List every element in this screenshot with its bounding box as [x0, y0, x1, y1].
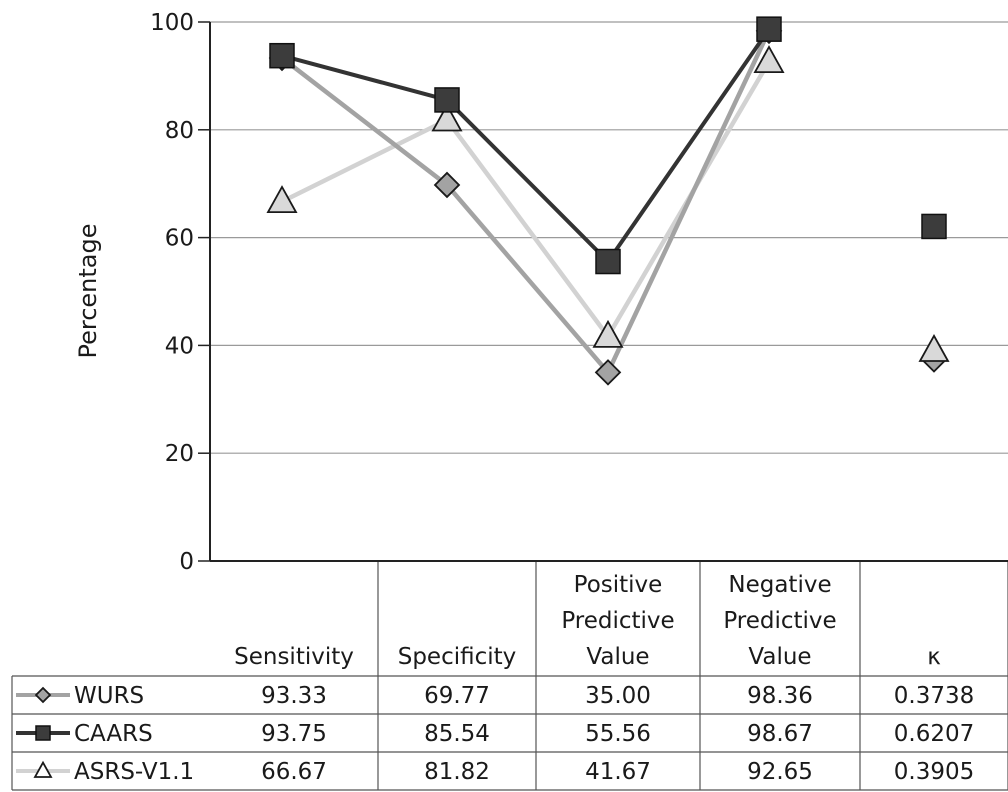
y-tick-label: 60	[165, 226, 194, 252]
table-cell-value: 0.3738	[894, 683, 974, 709]
table-cell-value: 41.67	[585, 759, 651, 785]
y-tick-label: 20	[165, 441, 194, 467]
series-line-wurs	[280, 29, 772, 377]
data-point-asrs-v1-1	[592, 319, 624, 348]
legend-label: CAARS	[74, 721, 153, 747]
y-tick-label: 0	[179, 549, 194, 575]
legend-label: WURS	[74, 683, 144, 709]
data-point-asrs-v1-1	[266, 185, 298, 214]
data-point-asrs-v1-1	[431, 103, 463, 132]
y-axis-label: Percentage	[74, 223, 102, 358]
data-point-caars	[269, 42, 295, 69]
x-category-label: Predictive	[561, 608, 674, 634]
x-category-label: Negative	[728, 572, 831, 598]
table-cell-value: 81.82	[424, 759, 490, 785]
y-tick-label: 40	[165, 333, 194, 359]
data-point-caars	[595, 248, 621, 275]
table-cell-value: 93.33	[261, 683, 327, 709]
y-tick-label: 80	[165, 118, 194, 144]
table-cell-value: 92.65	[747, 759, 813, 785]
legend-marker-caars	[35, 725, 51, 741]
legend-label: ASRS-V1.1	[74, 759, 194, 785]
data-point-wurs	[433, 171, 461, 199]
series-line-asrs-v1-1	[281, 60, 771, 341]
table-cell-value: 35.00	[585, 683, 651, 709]
x-category-label: Positive	[574, 572, 663, 598]
x-category-label: κ	[927, 644, 941, 670]
y-tick-label: 100	[150, 10, 194, 36]
table-cell-value: 55.56	[585, 721, 651, 747]
series-line-caars	[281, 28, 771, 265]
table-cell-value: 93.75	[261, 721, 327, 747]
table-cell-value: 98.36	[747, 683, 813, 709]
table-cell-value: 0.6207	[894, 721, 974, 747]
x-category-label: Predictive	[723, 608, 836, 634]
table-cell-value: 66.67	[261, 759, 327, 785]
data-point-caars	[756, 16, 782, 42]
x-category-label: Value	[586, 644, 649, 670]
x-category-label: Sensitivity	[234, 644, 354, 670]
legend-marker-asrs-v1-1	[33, 760, 53, 778]
table-cell-value: 98.67	[747, 721, 813, 747]
table-cell-value: 85.54	[424, 721, 490, 747]
data-point-asrs-v1-1	[753, 45, 785, 74]
x-category-label: Specificity	[398, 644, 517, 670]
x-category-label: Value	[748, 644, 811, 670]
data-point-asrs-v1-1	[918, 333, 950, 362]
table-cell-value: 0.3905	[894, 759, 974, 785]
data-point-caars	[434, 87, 460, 113]
data-point-wurs	[594, 359, 622, 386]
data-point-caars	[921, 213, 947, 240]
legend-marker-wurs	[34, 686, 52, 704]
table-cell-value: 69.77	[424, 683, 490, 709]
